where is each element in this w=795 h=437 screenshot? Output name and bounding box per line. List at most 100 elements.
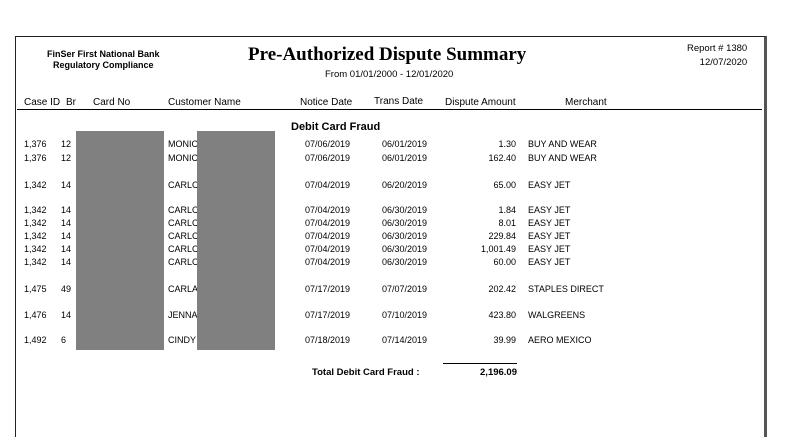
total-rule [443, 363, 517, 364]
case-id-cell: 1,342 [24, 180, 47, 190]
branch-cell: 14 [61, 218, 72, 228]
dispute-amount-cell: 1.84 [498, 205, 516, 215]
merchant-cell: EASY JET [528, 257, 571, 267]
total-label: Total Debit Card Fraud : [312, 367, 420, 378]
report-info: Report # 1380 12/07/2020 [687, 42, 747, 70]
col-header-customer-name: Customer Name [168, 97, 241, 108]
window-top-area [0, 0, 795, 30]
merchant-cell: EASY JET [528, 231, 571, 241]
bank-name: FinSer First National Bank [47, 49, 160, 59]
notice-date-cell: 07/17/2019 [305, 310, 351, 320]
merchant-cell: STAPLES DIRECT [528, 284, 604, 294]
branch-cell: 14 [61, 310, 72, 320]
dispute-amount-cell: 423.80 [488, 310, 516, 320]
col-header-notice-date: Notice Date [300, 97, 353, 108]
window-right-margin [766, 0, 795, 430]
trans-date-cell: 07/07/2019 [382, 284, 428, 294]
merchant-cell: BUY AND WEAR [528, 153, 597, 163]
merchant-cell: EASY JET [528, 180, 571, 190]
customer-name-cell: MONIC [168, 153, 198, 163]
branch-cell: 14 [61, 205, 72, 215]
notice-date-cell: 07/04/2019 [305, 244, 351, 254]
notice-date-cell: 07/04/2019 [305, 218, 351, 228]
merchant-cell: EASY JET [528, 205, 571, 215]
merchant-cell: WALGREENS [528, 310, 586, 320]
notice-date-cell: 07/04/2019 [305, 231, 351, 241]
customer-name-cell: CARLC [168, 257, 199, 267]
customer-name-redaction [197, 131, 275, 350]
notice-date-cell: 07/18/2019 [305, 335, 351, 345]
case-id-cell: 1,376 [24, 153, 47, 163]
branch-cell: 14 [61, 180, 72, 190]
customer-name-cell: CARLC [168, 231, 199, 241]
notice-date-cell: 07/06/2019 [305, 153, 351, 163]
trans-date-cell: 06/30/2019 [382, 205, 428, 215]
date-range: From 01/01/2000 - 12/01/2020 [325, 69, 454, 80]
branch-cell: 49 [61, 284, 72, 294]
col-header-case-id: Case ID [24, 97, 61, 108]
case-id-cell: 1,342 [24, 257, 47, 267]
department-name: Regulatory Compliance [53, 60, 154, 70]
dispute-amount-cell: 65.00 [493, 180, 516, 190]
merchant-cell: BUY AND WEAR [528, 139, 597, 149]
trans-date-cell: 06/20/2019 [382, 180, 428, 190]
col-header-br: Br [66, 97, 76, 108]
col-header-trans-date: Trans Date [374, 96, 424, 107]
notice-date-cell: 07/04/2019 [305, 205, 351, 215]
case-id-cell: 1,342 [24, 244, 47, 254]
customer-name-cell: MONIC [168, 139, 198, 149]
report-title: Pre-Authorized Dispute Summary [248, 44, 527, 65]
dispute-amount-cell: 60.00 [493, 257, 516, 267]
col-header-dispute-amount: Dispute Amount [445, 97, 516, 108]
dispute-amount-cell: 1,001.49 [480, 244, 516, 254]
branch-cell: 12 [61, 153, 72, 163]
branch-cell: 14 [61, 244, 72, 254]
col-header-merchant: Merchant [565, 97, 607, 108]
branch-cell: 12 [61, 139, 72, 149]
case-id-cell: 1,376 [24, 139, 47, 149]
col-header-card-no: Card No [93, 97, 131, 108]
header-rule [17, 109, 762, 110]
customer-name-cell: CINDY [168, 335, 197, 345]
dispute-amount-cell: 39.99 [493, 335, 516, 345]
trans-date-cell: 07/10/2019 [382, 310, 428, 320]
dispute-amount-cell: 202.42 [488, 284, 516, 294]
report-date: 12/07/2020 [699, 57, 748, 68]
case-id-cell: 1,475 [24, 284, 47, 294]
customer-name-cell: CARLC [168, 180, 199, 190]
branch-cell: 6 [61, 335, 67, 345]
dispute-amount-cell: 1.30 [498, 139, 516, 149]
notice-date-cell: 07/04/2019 [305, 257, 351, 267]
customer-name-cell: CARLA [168, 284, 199, 294]
dispute-amount-cell: 8.01 [498, 218, 516, 228]
case-id-cell: 1,342 [24, 218, 47, 228]
trans-date-cell: 06/01/2019 [382, 139, 428, 149]
case-id-cell: 1,492 [24, 335, 47, 345]
notice-date-cell: 07/04/2019 [305, 180, 351, 190]
report-number: Report # 1380 [687, 43, 748, 54]
card-number-redaction [76, 131, 164, 350]
notice-date-cell: 07/06/2019 [305, 139, 351, 149]
case-id-cell: 1,476 [24, 310, 47, 320]
customer-name-cell: CARLC [168, 244, 199, 254]
branch-cell: 14 [61, 231, 72, 241]
customer-name-cell: CARLC [168, 205, 199, 215]
section-title: Debit Card Fraud [291, 121, 381, 133]
dispute-amount-cell: 229.84 [488, 231, 516, 241]
case-id-cell: 1,342 [24, 205, 47, 215]
merchant-cell: EASY JET [528, 218, 571, 228]
trans-date-cell: 06/30/2019 [382, 257, 428, 267]
merchant-cell: AERO MEXICO [528, 335, 592, 345]
customer-name-cell: JENNA [168, 310, 198, 320]
merchant-cell: EASY JET [528, 244, 571, 254]
trans-date-cell: 06/30/2019 [382, 244, 428, 254]
dispute-amount-cell: 162.40 [488, 153, 516, 163]
notice-date-cell: 07/17/2019 [305, 284, 351, 294]
trans-date-cell: 06/30/2019 [382, 218, 428, 228]
bank-name-block: FinSer First National Bank Regulatory Co… [47, 49, 160, 71]
customer-name-cell: CARLC [168, 218, 199, 228]
trans-date-cell: 07/14/2019 [382, 335, 428, 345]
branch-cell: 14 [61, 257, 72, 267]
case-id-cell: 1,342 [24, 231, 47, 241]
total-value: 2,196.09 [480, 367, 517, 378]
